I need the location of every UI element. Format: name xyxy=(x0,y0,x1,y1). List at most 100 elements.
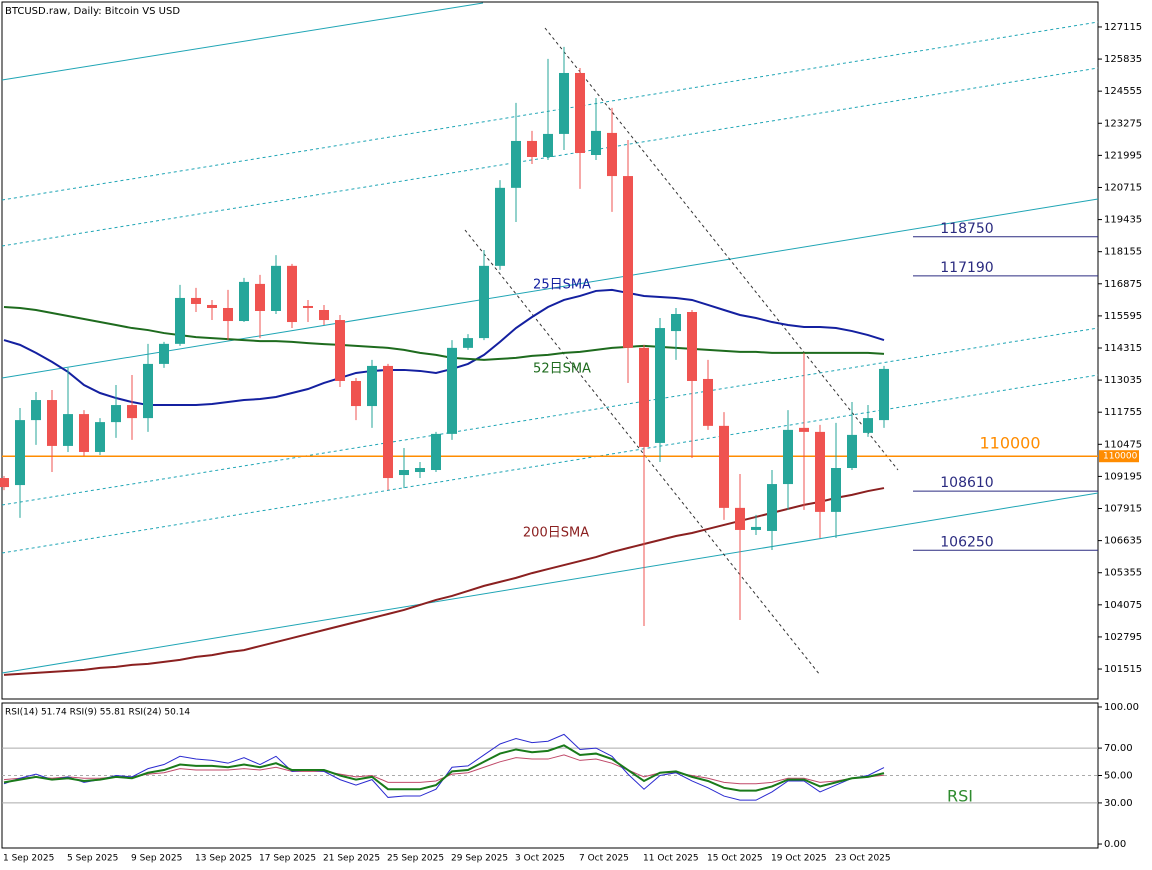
candle-body xyxy=(143,363,153,419)
x-tick-label: 23 Oct 2025 xyxy=(835,854,891,864)
candle-body xyxy=(159,343,169,364)
y-tick-label: 0.00 xyxy=(1104,839,1126,850)
y-tick-label: 105355 xyxy=(1104,568,1142,579)
channel-line xyxy=(1,374,1099,554)
x-tick-label: 19 Oct 2025 xyxy=(771,854,827,864)
x-tick-label: 13 Sep 2025 xyxy=(195,854,252,864)
candle-body xyxy=(47,400,57,446)
candle-body xyxy=(687,312,697,381)
level-label: 117190 xyxy=(940,260,993,276)
candle-body xyxy=(591,130,601,155)
y-tick-label: 100.00 xyxy=(1104,702,1139,713)
channel-line xyxy=(1,327,1099,506)
x-tick-label: 9 Sep 2025 xyxy=(131,854,182,864)
candle-body xyxy=(447,347,457,434)
candle-body xyxy=(863,418,873,433)
candle-body xyxy=(303,305,313,308)
channel-line xyxy=(1,21,1099,201)
ma-label: 52日SMA xyxy=(533,362,591,377)
candle-body xyxy=(479,265,489,339)
candle-body xyxy=(319,309,329,321)
channel-line xyxy=(464,229,821,676)
x-tick-label: 29 Sep 2025 xyxy=(451,854,508,864)
channel-line xyxy=(544,27,899,471)
candle-body xyxy=(415,468,425,473)
level-label: 118750 xyxy=(940,221,993,237)
y-tick-label: 70.00 xyxy=(1104,743,1133,754)
y-tick-label: 111755 xyxy=(1104,407,1142,418)
candle-body xyxy=(367,365,377,407)
price-panel xyxy=(1,1,1099,700)
y-tick-label: 30.00 xyxy=(1104,798,1133,809)
y-tick-label: 109195 xyxy=(1104,471,1142,482)
candle-body xyxy=(703,378,713,426)
level-label: 106250 xyxy=(940,534,993,550)
level-label: 108610 xyxy=(940,475,993,491)
y-tick-label: 124555 xyxy=(1104,86,1142,97)
x-tick-label: 1 Sep 2025 xyxy=(3,854,54,864)
candle-body xyxy=(95,422,105,452)
candle-body xyxy=(847,434,857,469)
candle-body xyxy=(175,297,185,344)
candle-body xyxy=(31,400,41,421)
y-tick-label: 107915 xyxy=(1104,504,1142,515)
y-tick-label: 115595 xyxy=(1104,311,1142,322)
candle-body xyxy=(255,283,265,311)
axis-tag-label: 110000 xyxy=(1103,452,1138,462)
candle-body xyxy=(655,328,665,443)
y-tick-label: 121995 xyxy=(1104,150,1142,161)
y-tick-label: 106635 xyxy=(1104,536,1142,547)
candle-body xyxy=(575,72,585,153)
candle-body xyxy=(879,368,889,421)
rsi-annotation: RSI xyxy=(947,787,973,806)
candle-body xyxy=(287,265,297,323)
rsi-header: RSI(14) 51.74 RSI(9) 55.81 RSI(24) 50.14 xyxy=(5,708,190,718)
candle-body xyxy=(607,132,617,177)
candle-body xyxy=(495,187,505,266)
candle-body xyxy=(223,307,233,322)
candle-body xyxy=(111,405,121,423)
moving-average xyxy=(3,305,885,361)
candle-body xyxy=(831,468,841,512)
x-tick-label: 21 Sep 2025 xyxy=(323,854,380,864)
y-tick-label: 101515 xyxy=(1104,664,1142,675)
candle-body xyxy=(719,425,729,508)
candle-body xyxy=(463,338,473,348)
trend-channel xyxy=(1,2,1099,674)
candle-body xyxy=(671,314,681,332)
x-tick-label: 7 Oct 2025 xyxy=(579,854,629,864)
rsi-line xyxy=(3,744,885,792)
x-tick-label: 5 Sep 2025 xyxy=(67,854,118,864)
x-tick-label: 11 Oct 2025 xyxy=(643,854,699,864)
candle-body xyxy=(527,140,537,158)
candle-body xyxy=(335,320,345,381)
candle-body xyxy=(0,478,9,488)
level-label: 110000 xyxy=(979,434,1040,453)
moving-average xyxy=(3,288,885,407)
chart-title: BTCUSD.raw, Daily: Bitcoin VS USD xyxy=(5,6,180,17)
y-tick-label: 123275 xyxy=(1104,118,1142,129)
candle-body xyxy=(559,72,569,134)
x-tick-label: 3 Oct 2025 xyxy=(515,854,565,864)
candle-body xyxy=(207,304,217,308)
candle-body xyxy=(431,433,441,471)
candle-body xyxy=(191,297,201,304)
y-tick-label: 110475 xyxy=(1104,439,1142,450)
y-tick-label: 120715 xyxy=(1104,182,1142,193)
candle-body xyxy=(15,420,25,486)
y-tick-label: 116875 xyxy=(1104,279,1142,290)
y-tick-label: 119435 xyxy=(1104,215,1142,226)
y-tick-label: 102795 xyxy=(1104,632,1142,643)
candle-body xyxy=(767,484,777,531)
down-channel xyxy=(464,27,899,676)
candle-body xyxy=(127,405,137,419)
y-tick-label: 50.00 xyxy=(1104,771,1133,782)
y-tick-label: 114315 xyxy=(1104,343,1142,354)
y-tick-label: 127115 xyxy=(1104,22,1142,33)
candle-body xyxy=(351,380,361,407)
x-tick-label: 15 Oct 2025 xyxy=(707,854,763,864)
candle-body xyxy=(79,414,89,452)
y-tick-label: 104075 xyxy=(1104,600,1142,611)
candle-body xyxy=(511,140,521,188)
